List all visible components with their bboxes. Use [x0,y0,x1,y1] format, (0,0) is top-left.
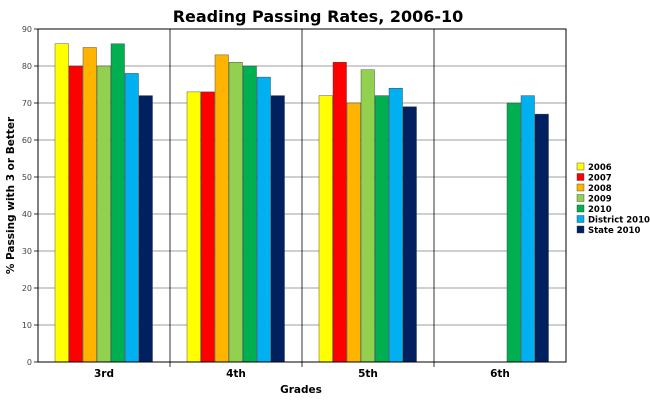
y-tick-label: 50 [22,173,32,182]
y-axis-label: % Passing with 3 or Better [5,116,17,274]
y-tick-label: 0 [27,358,32,367]
plot-frame [37,28,567,363]
bar [256,76,271,363]
y-axis-ticks: 0 10 20 30 40 50 60 70 80 90 [22,25,38,367]
y-tick-label: 40 [22,210,32,219]
legend-swatch [576,162,585,171]
bar [506,102,521,363]
bar [124,73,139,363]
legend-label: District 2010 [588,216,650,226]
bar [374,95,389,363]
chart-title: Reading Passing Rates, 2006-10 [173,7,464,26]
bar [82,47,97,363]
legend-label: 2008 [588,184,612,194]
bar [228,62,243,363]
bar [214,54,229,363]
y-tick-label: 90 [22,25,32,34]
bar [138,95,153,363]
bar [242,65,257,363]
bar [346,102,361,363]
bar [54,43,69,363]
bar [332,62,347,363]
x-axis-ticks: 3rd 4th 5th 6th [94,368,510,380]
legend-label: 2009 [588,195,612,205]
bar [402,106,417,363]
bar [520,95,535,363]
legend-swatch [576,215,585,223]
x-tick-label: 5th [358,368,378,380]
y-tick-label: 20 [22,284,32,293]
bar [68,65,83,363]
legend-label: State 2010 [588,226,640,236]
bar [534,113,549,363]
bar [96,65,111,363]
x-tick-label: 6th [490,368,510,380]
y-tick-label: 80 [22,62,32,71]
legend-swatch [576,225,585,234]
legend-label: 2006 [588,163,612,173]
x-tick-label: 4th [226,368,246,380]
legend-label: 2007 [588,174,612,184]
bar [388,87,403,363]
y-tick-label: 70 [22,99,32,108]
bars [54,43,549,363]
y-tick-label: 10 [22,321,32,330]
x-axis-label: Grades [280,384,322,396]
y-tick-label: 30 [22,247,32,256]
y-tick-label: 60 [22,136,32,145]
legend-swatch [576,194,585,202]
bar [110,43,125,363]
bar [360,69,375,363]
x-tick-label: 3rd [94,368,114,380]
bar [200,91,215,363]
legend-swatch [576,183,585,192]
legend-label: 2010 [588,205,612,215]
legend-swatch [576,173,585,181]
bar [318,95,333,363]
bar [186,91,201,363]
legend-swatch [576,204,585,213]
bar [270,95,285,363]
